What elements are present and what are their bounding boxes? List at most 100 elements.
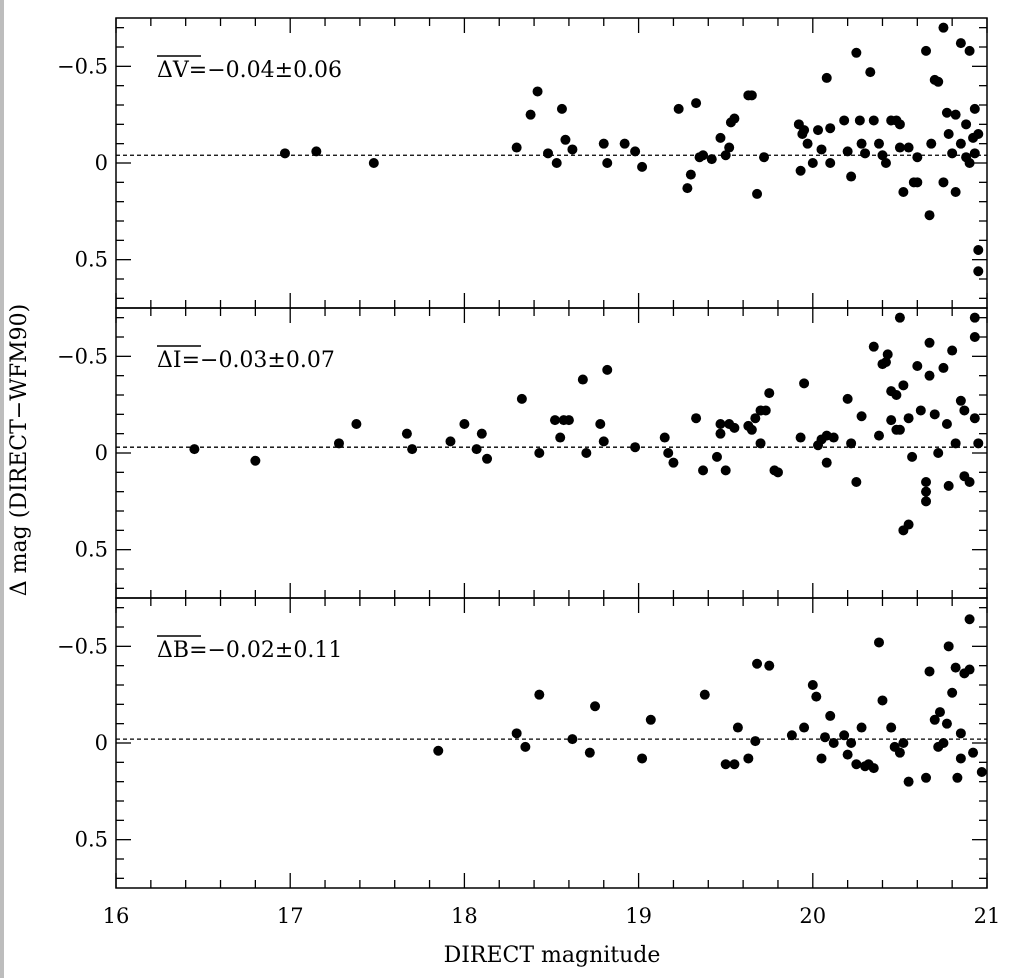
- data-point: [894, 119, 905, 130]
- data-point: [924, 666, 935, 677]
- data-point: [445, 436, 456, 447]
- data-point: [886, 415, 897, 426]
- data-point: [964, 614, 975, 625]
- data-point: [673, 103, 684, 114]
- y-tick-label: 0.5: [75, 248, 108, 272]
- annotation-symbol: ΔB: [157, 638, 189, 663]
- y-tick-label: 0: [95, 731, 108, 755]
- data-point: [764, 388, 775, 399]
- data-point: [333, 438, 344, 449]
- data-point: [873, 430, 884, 441]
- data-point: [929, 409, 940, 420]
- data-point: [807, 680, 818, 690]
- panel-v: −0.5 0 0.5 ΔV=−0.04±0.06: [57, 17, 988, 309]
- data-point: [933, 76, 944, 87]
- data-point: [976, 767, 987, 777]
- data-point: [903, 413, 914, 424]
- data-point: [786, 730, 797, 741]
- data-point: [941, 107, 952, 118]
- data-point: [921, 496, 932, 507]
- x-axis-title: DIRECT magnitude: [444, 943, 661, 968]
- data-point: [898, 738, 909, 748]
- data-point: [549, 415, 560, 426]
- annotation-symbol: ΔI: [157, 348, 182, 373]
- data-point: [851, 759, 862, 770]
- data-point: [663, 448, 674, 458]
- data-point: [668, 457, 679, 468]
- data-point: [279, 148, 290, 159]
- data-point: [799, 125, 810, 136]
- data-point: [715, 428, 726, 439]
- data-point: [926, 138, 937, 149]
- data-point: [189, 444, 200, 455]
- data-point: [577, 374, 588, 385]
- y-axis-title: Δ mag (DIRECT−WFM90): [7, 304, 32, 596]
- data-point: [894, 142, 905, 153]
- data-point: [682, 183, 693, 194]
- data-point: [795, 432, 806, 443]
- x-tick-label: 18: [451, 904, 478, 928]
- data-point: [699, 689, 710, 700]
- data-point: [590, 701, 601, 712]
- data-point: [955, 395, 966, 406]
- data-point: [854, 115, 865, 126]
- data-point: [311, 146, 322, 157]
- y-tick-label: 0.5: [75, 828, 108, 852]
- data-point: [964, 45, 975, 56]
- data-point: [943, 641, 954, 652]
- data-point: [903, 776, 914, 787]
- data-point: [630, 442, 641, 453]
- data-point: [964, 477, 975, 487]
- data-point: [637, 753, 648, 764]
- data-point: [921, 45, 932, 56]
- data-point: [250, 455, 261, 466]
- data-point: [743, 753, 754, 764]
- data-point: [842, 393, 853, 404]
- data-point: [630, 146, 641, 157]
- data-point: [959, 405, 970, 416]
- data-point: [560, 134, 571, 145]
- data-point: [952, 772, 963, 783]
- data-point: [943, 480, 954, 491]
- annotation-value: =−0.04±0.06: [189, 58, 342, 83]
- data-point: [921, 772, 932, 783]
- data-point: [860, 148, 871, 159]
- data-point: [543, 148, 554, 159]
- data-point: [947, 148, 958, 159]
- data-point: [842, 146, 853, 157]
- data-point: [877, 150, 888, 161]
- data-point: [969, 103, 980, 114]
- data-point: [532, 86, 543, 97]
- data-point: [891, 390, 902, 400]
- data-point: [828, 738, 839, 748]
- data-point: [750, 413, 761, 424]
- y-tick-label: −0.5: [57, 54, 108, 78]
- data-point: [729, 113, 740, 124]
- data-point: [816, 144, 827, 155]
- data-point: [924, 370, 935, 381]
- data-point: [961, 119, 972, 130]
- data-point: [955, 138, 966, 149]
- data-point: [567, 144, 578, 155]
- data-point: [924, 210, 935, 221]
- data-point: [807, 158, 818, 168]
- x-tick-label: 16: [103, 904, 130, 928]
- data-point: [973, 245, 984, 255]
- data-point: [525, 109, 536, 120]
- data-point: [938, 362, 949, 373]
- data-point: [401, 428, 412, 439]
- data-point: [968, 747, 979, 758]
- data-point: [886, 722, 897, 733]
- panel-annotation: ΔB=−0.02±0.11: [157, 638, 342, 663]
- data-point: [598, 436, 609, 447]
- data-point: [865, 67, 876, 78]
- data-point: [821, 457, 832, 468]
- data-point: [921, 477, 932, 487]
- data-point: [973, 438, 984, 449]
- data-point: [598, 138, 609, 149]
- data-point: [555, 432, 566, 443]
- data-point: [685, 169, 696, 180]
- data-point: [595, 419, 606, 429]
- data-point: [511, 142, 522, 153]
- data-point: [619, 138, 630, 149]
